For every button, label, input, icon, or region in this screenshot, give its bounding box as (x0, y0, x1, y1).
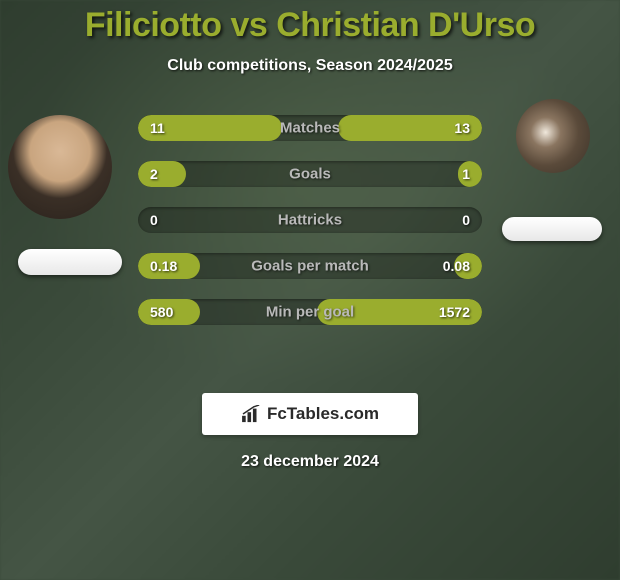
title-vs: vs (230, 6, 267, 44)
content-root: Filiciotto vs Christian D'Urso Club comp… (0, 0, 620, 471)
bar-label: Hattricks (138, 212, 482, 229)
bar-fill-left (138, 161, 186, 187)
barchart-icon (241, 405, 263, 423)
bar-row: Goals per match0.180.08 (138, 253, 482, 279)
title-player2: Christian D'Urso (276, 6, 535, 44)
player2-avatar-image (516, 99, 590, 173)
bar-row: Min per goal5801572 (138, 299, 482, 325)
page-title: Filiciotto vs Christian D'Urso (0, 0, 620, 45)
bar-fill-left (138, 299, 200, 325)
bar-fill-right (458, 161, 482, 187)
bar-fill-right (317, 299, 482, 325)
title-player1: Filiciotto (85, 6, 222, 44)
bar-fill-left (138, 115, 282, 141)
player2-avatar (516, 99, 590, 173)
comparison-bars: Matches1113 Goals21 Hattricks0 0 Goals per m… (138, 115, 482, 325)
bar-value-left: 0 (150, 212, 158, 228)
bar-label: Goals (138, 166, 482, 183)
player1-avatar (8, 115, 112, 219)
bar-row: Hattricks0 0 (138, 207, 482, 233)
player1-avatar-image (8, 115, 112, 219)
logo-box: FcTables.com (202, 393, 418, 435)
player1-name-badge (18, 249, 122, 275)
bar-value-right: 0 (462, 212, 470, 228)
logo-text: FcTables.com (267, 404, 379, 424)
player2-name-badge (502, 217, 602, 241)
comparison-area: Matches1113 Goals21 Hattricks0 0 Goals per m… (0, 115, 620, 375)
bar-row: Goals21 (138, 161, 482, 187)
bar-fill-right (454, 253, 482, 279)
bar-row: Matches1113 (138, 115, 482, 141)
subtitle: Club competitions, Season 2024/2025 (0, 57, 620, 75)
footer-date: 23 december 2024 (0, 453, 620, 471)
bar-fill-right (338, 115, 482, 141)
bar-fill-left (138, 253, 200, 279)
